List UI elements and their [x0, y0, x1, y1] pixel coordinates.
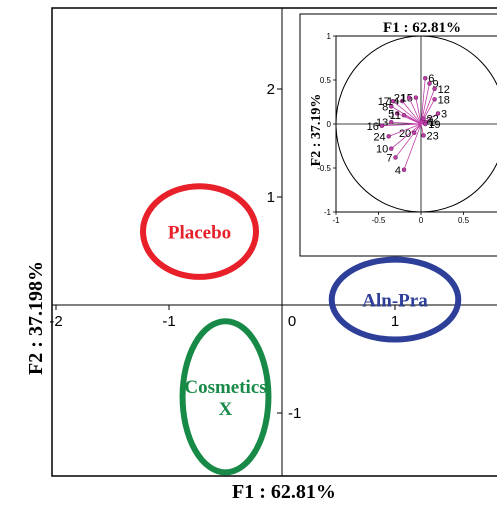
loading-vector-17 — [392, 100, 422, 125]
inset-frame — [299, 13, 497, 257]
loading-point-8 — [389, 104, 394, 109]
loading-vector-4 — [403, 123, 422, 170]
inset-x-tick-label: -0.5 — [372, 216, 386, 225]
main-y-tick-label: 1 — [267, 189, 275, 206]
loading-point-5 — [394, 111, 400, 116]
loading-point-19 — [423, 121, 428, 127]
group-label-cosmetics-x: Cosmetics — [184, 377, 266, 398]
loading-point-24 — [386, 134, 391, 139]
inset-content: -1-0.500.510.50-0.5-11234567891011121314… — [317, 32, 497, 225]
loading-vector-6 — [420, 78, 426, 125]
loading-label-21: 21 — [394, 93, 406, 105]
loading-label-20: 20 — [399, 128, 411, 140]
main-y-tick-label: 2 — [267, 81, 275, 98]
main-y-axis-label: F2 : 37.198% — [25, 261, 47, 375]
loading-label-18: 18 — [438, 94, 450, 106]
loading-vector-11 — [403, 114, 422, 125]
loading-point-21 — [406, 95, 412, 100]
loading-point-3 — [435, 111, 441, 116]
loading-point-15 — [413, 95, 419, 100]
loading-label-19: 19 — [428, 119, 440, 131]
loading-point-17 — [390, 98, 396, 104]
inset-y-tick-label: 1 — [327, 32, 332, 41]
ellipse-aln-pra — [328, 256, 462, 343]
loading-point-13 — [389, 119, 394, 125]
loading-label-23: 23 — [427, 130, 439, 142]
ellipse-cosmetics-x — [179, 318, 272, 476]
inset-y-tick-label: 0.5 — [320, 76, 332, 85]
loading-label-22: 22 — [427, 114, 439, 126]
loading-point-12 — [432, 86, 437, 92]
loading-label-3: 3 — [441, 108, 447, 120]
inset-title: F1 : 62.81% — [383, 20, 461, 36]
main-x-tick-label: -2 — [49, 313, 62, 330]
loading-label-11: 11 — [390, 110, 401, 122]
main-y-tick-label: -1 — [288, 405, 301, 422]
main-x-axis-label: F1 : 62.81% — [232, 481, 336, 503]
loading-label-5: 5 — [388, 108, 394, 120]
loading-vector-24 — [388, 123, 422, 137]
main-x-tick-label: 0 — [288, 313, 296, 330]
loading-vector-3 — [420, 113, 439, 125]
loading-label-8: 8 — [382, 101, 388, 113]
loading-vector-21 — [408, 97, 422, 125]
loading-point-4 — [401, 167, 407, 173]
loading-label-12: 12 — [438, 84, 450, 96]
loading-point-11 — [401, 112, 407, 118]
loading-vector-10 — [390, 123, 422, 149]
loading-point-14 — [400, 98, 405, 104]
loading-label-6: 6 — [428, 73, 434, 85]
loading-label-16: 16 — [367, 121, 379, 133]
group-label-placebo: Placebo — [168, 223, 231, 244]
loading-point-6 — [423, 75, 428, 81]
main-tick-labels: -2 -1 0 1 2 1 -1 — [49, 81, 399, 422]
loading-label-13: 13 — [376, 117, 388, 129]
loading-point-18 — [432, 97, 437, 102]
main-axes — [52, 8, 497, 476]
inset-y-tick-label: 0 — [327, 120, 332, 129]
group-label-cosmetics-x: X — [219, 399, 233, 420]
loading-vector-13 — [391, 121, 422, 125]
loading-point-10 — [389, 146, 394, 151]
main-x-tick-label: -1 — [162, 313, 175, 330]
loading-label-24: 24 — [373, 131, 385, 143]
loading-point-22 — [421, 116, 426, 121]
inset-x-tick-label: 0.5 — [458, 216, 470, 225]
inset-x-tick-label: -1 — [332, 216, 340, 225]
inset-y-tick-label: -0.5 — [317, 164, 331, 173]
loading-label-1: 1 — [429, 117, 435, 129]
loading-point-23 — [421, 133, 426, 138]
loading-point-16 — [379, 123, 385, 129]
loading-vector-14 — [401, 100, 422, 125]
loading-label-4: 4 — [395, 165, 401, 177]
loading-label-10: 10 — [376, 144, 388, 156]
inset-y-axis-label: F2 : 37.19% — [309, 94, 324, 167]
inset-correlation-plot: F1 : 62.81% F2 : 37.19% -1 -0.5 0 0.5 1 0.5 0 -… — [299, 13, 497, 257]
ellipse-placebo — [140, 183, 260, 280]
loading-point-7 — [393, 155, 398, 160]
main-x-tick-label: 1 — [391, 313, 399, 330]
loading-point-20 — [411, 130, 417, 136]
loading-vector-15 — [415, 97, 422, 125]
loading-vector-16 — [381, 123, 422, 127]
group-label-aln-pra: Aln-Pra — [362, 291, 428, 312]
loading-label-2: 2 — [426, 115, 432, 127]
loading-label-17: 17 — [378, 96, 390, 108]
inset-x-tick-label: 0 — [419, 216, 424, 225]
loading-point-9 — [427, 81, 432, 86]
loading-label-9: 9 — [433, 79, 439, 91]
loading-label-7: 7 — [386, 152, 392, 164]
inset-y-tick-label: -1 — [324, 208, 332, 217]
